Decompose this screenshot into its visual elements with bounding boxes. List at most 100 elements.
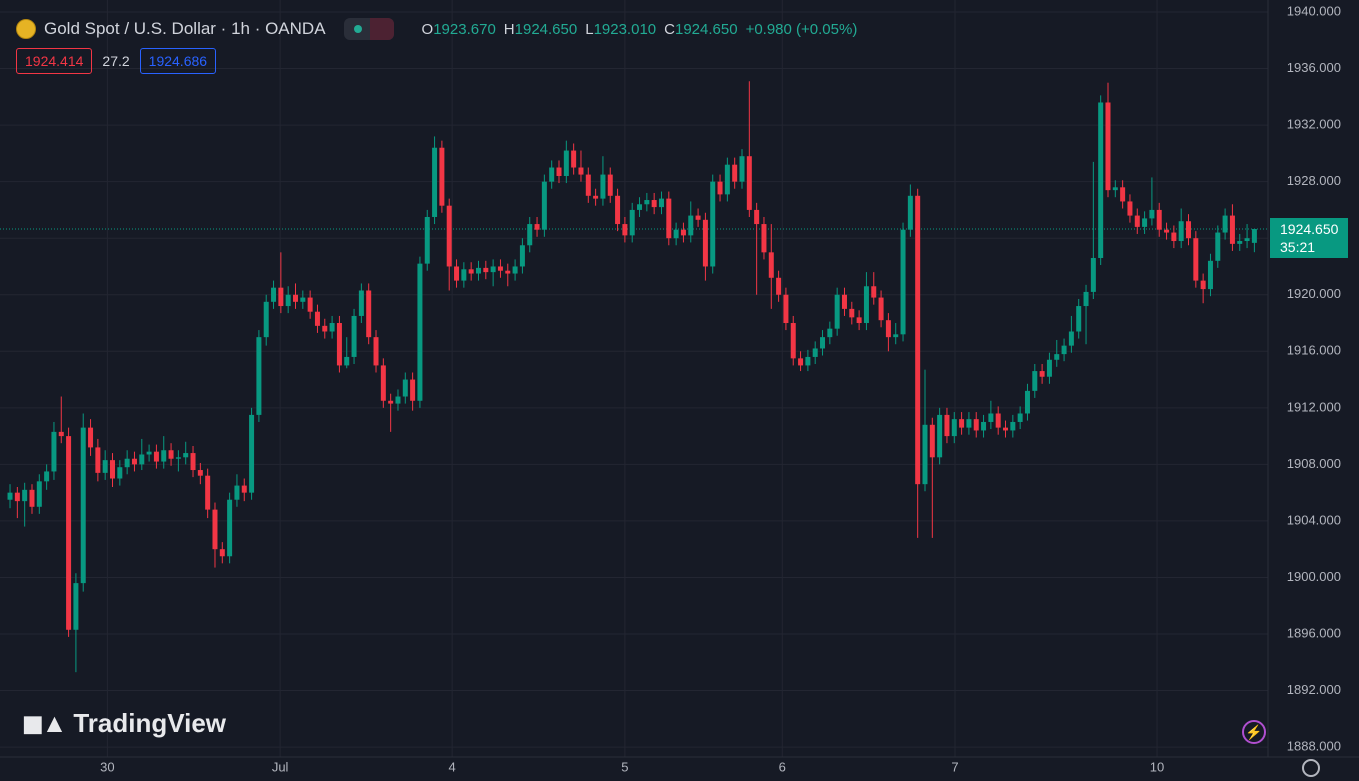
candle-body [80, 427, 86, 584]
candle-body [446, 205, 452, 267]
ohlc-values: O 1923.670 H 1924.650 L 1923.010 C 1924.650 [414, 21, 738, 38]
candle-body [1156, 209, 1162, 230]
sell-price[interactable]: 1924.414 [16, 48, 93, 74]
candle-body [271, 287, 277, 302]
candle-body [534, 224, 540, 230]
candle-body [1127, 201, 1133, 216]
y-tick-label: 1912.000 [1287, 399, 1341, 414]
candle-body [131, 458, 137, 465]
spread: 27.2 [102, 53, 130, 69]
y-tick-label: 1888.000 [1287, 739, 1341, 754]
y-tick-label: 1908.000 [1287, 456, 1341, 471]
candle-body [197, 470, 203, 476]
candle-body [739, 156, 745, 182]
candle-body [117, 467, 123, 479]
candle-body [307, 297, 313, 312]
candle-body [454, 266, 460, 281]
x-tick-label: 30 [100, 759, 114, 774]
candle-body [593, 195, 599, 199]
last-price-tag: 1924.650 35:21 [1270, 218, 1348, 258]
candle-body [417, 263, 423, 401]
candle-body [607, 174, 613, 196]
candle-body [1215, 232, 1221, 261]
candle-body [937, 414, 943, 458]
candle-body [841, 294, 847, 309]
candle-body [1244, 238, 1250, 242]
candle-body [432, 147, 438, 217]
candle-body [702, 219, 708, 267]
y-tick-label: 1900.000 [1287, 569, 1341, 584]
candle-body [988, 413, 994, 422]
candle-body [241, 485, 247, 493]
candle-body [1017, 413, 1023, 422]
candle-body [776, 277, 782, 295]
candle-body [849, 308, 855, 318]
candle-body [102, 460, 108, 473]
candle-body [1229, 215, 1235, 244]
candle-body [1120, 187, 1126, 202]
candle-body [1054, 354, 1060, 360]
y-tick-label: 1928.000 [1287, 173, 1341, 188]
ohlc-key: H [503, 20, 515, 38]
y-tick-label: 1920.000 [1287, 286, 1341, 301]
y-tick-label: 1940.000 [1287, 3, 1341, 18]
candle-body [139, 454, 145, 465]
candle-body [549, 167, 555, 182]
candle-body [680, 229, 686, 236]
candle-body [995, 413, 1001, 428]
candle-body [790, 323, 796, 359]
last-price-label: 1924.650 [1280, 221, 1339, 237]
candle-body [1076, 306, 1082, 332]
candle-body [227, 499, 233, 557]
candle-body [153, 451, 159, 462]
settings-button[interactable] [1302, 759, 1320, 777]
candle-body [615, 195, 621, 225]
x-tick-label: 4 [449, 759, 456, 774]
ohlc-key: L [585, 20, 594, 38]
ohlc-key: C [664, 20, 675, 38]
candle-body [966, 419, 972, 428]
candle-body [36, 481, 42, 507]
candle-body [527, 224, 533, 246]
candle-body [783, 294, 789, 324]
candle-body [402, 379, 408, 397]
candle-body [329, 323, 335, 332]
ohlc-key: O [421, 20, 434, 38]
candle-body [424, 216, 430, 264]
candle-body [973, 419, 979, 431]
candle-body [644, 200, 650, 205]
candle-body [1010, 421, 1016, 431]
candle-body [490, 266, 496, 273]
candle-body [1003, 427, 1009, 431]
candle-body [556, 167, 562, 176]
candle-body [922, 424, 928, 485]
candle-body [1032, 371, 1038, 391]
candle-body [256, 337, 262, 415]
candle-body [688, 215, 694, 236]
candle-body [58, 431, 64, 437]
candle-body [812, 348, 818, 357]
candle-body [29, 489, 35, 507]
candle-body [395, 396, 401, 404]
candle-body [73, 583, 79, 630]
status-indicators[interactable] [343, 18, 394, 40]
x-tick-label: 10 [1150, 759, 1164, 774]
alert-button[interactable]: ⚡ [1242, 720, 1266, 744]
candle-body [1237, 241, 1243, 244]
candle-body [1112, 187, 1118, 191]
legend-header: Gold Spot / U.S. Dollar · 1h · OANDA O 19… [16, 16, 857, 42]
candle-body [146, 451, 152, 455]
candle-body [1090, 257, 1096, 292]
candle-body [585, 174, 591, 196]
candle-body [878, 297, 884, 321]
candle-body [761, 224, 767, 253]
candle-body [673, 229, 679, 239]
candle-body [834, 294, 840, 329]
candle-body [88, 427, 94, 448]
symbol-title[interactable]: Gold Spot / U.S. Dollar · 1h · OANDA [44, 19, 326, 38]
candle-body [768, 252, 774, 278]
buy-price[interactable]: 1924.686 [139, 48, 217, 74]
candle-body [1200, 280, 1206, 290]
candle-body [1024, 390, 1030, 414]
